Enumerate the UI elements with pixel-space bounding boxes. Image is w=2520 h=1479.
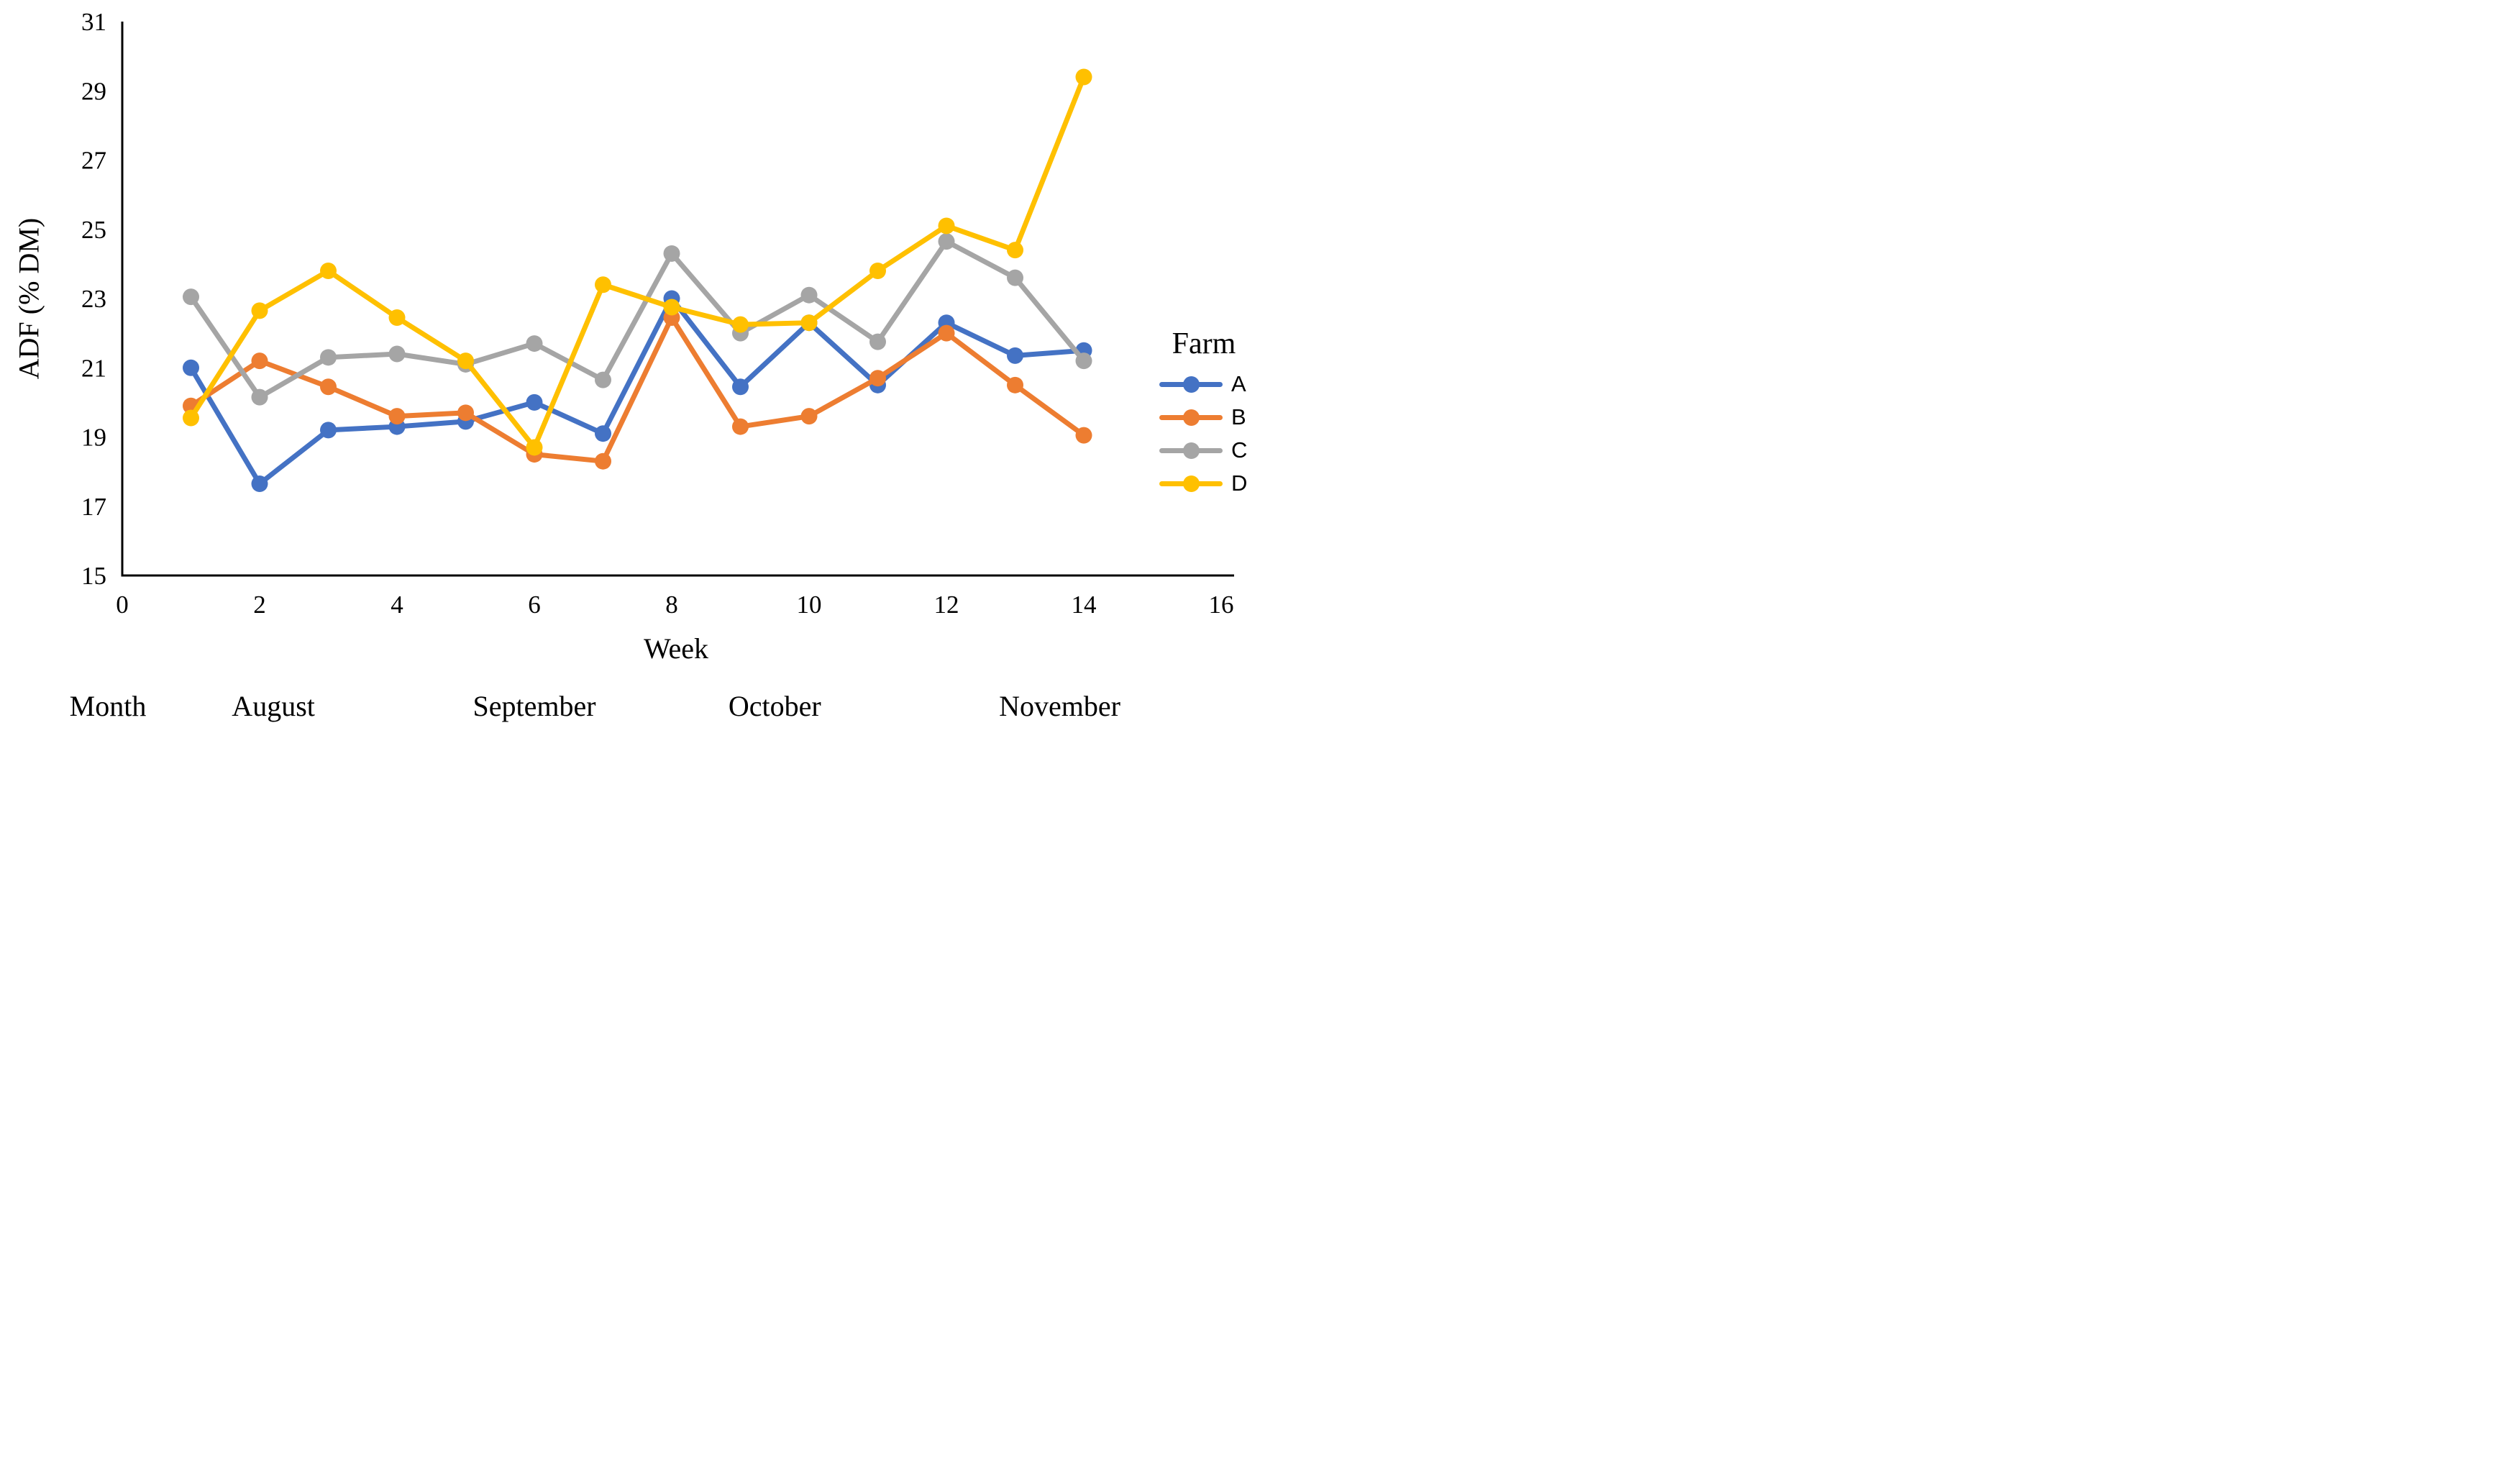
x-tick-label: 14	[1072, 591, 1097, 619]
data-point-B-week-13	[1007, 376, 1023, 393]
data-point-A-week-9	[732, 378, 749, 396]
data-point-D-week-2	[251, 302, 268, 319]
data-point-A-week-1	[183, 359, 199, 376]
data-point-A-week-6	[526, 393, 543, 411]
data-point-D-week-3	[320, 263, 337, 279]
data-point-D-week-9	[732, 316, 749, 333]
x-tick-label: 12	[934, 591, 959, 619]
y-tick-label: 27	[81, 147, 106, 175]
x-tick-label: 4	[391, 591, 403, 619]
x-tick-label: 0	[116, 591, 129, 619]
series-line-B	[188, 314, 1087, 464]
data-point-D-week-6	[526, 439, 543, 456]
series-line-A	[188, 296, 1087, 486]
data-point-C-week-14	[1075, 352, 1092, 370]
x-tick-label: 10	[797, 591, 822, 619]
y-tick-label: 31	[81, 8, 106, 36]
data-point-C-week-6	[526, 335, 543, 352]
x-tick-label: 6	[528, 591, 541, 619]
data-point-A-week-7	[595, 425, 611, 442]
data-point-D-week-1	[183, 409, 199, 427]
chart-canvas: ADF (% DM) 15 17 19 21 23 25 27 29 31 0 2 4 6 8 10 12 14…	[0, 0, 1260, 740]
data-point-C-week-2	[251, 388, 268, 406]
data-point-A-week-13	[1007, 347, 1023, 364]
data-point-A-week-2	[251, 475, 268, 492]
x-tick-label: 8	[665, 591, 678, 619]
data-point-D-week-8	[663, 299, 680, 316]
data-point-C-week-12	[938, 233, 955, 250]
data-point-B-week-9	[732, 418, 749, 435]
data-point-C-week-4	[388, 345, 406, 363]
data-point-D-week-12	[938, 217, 955, 235]
y-tick-label: 21	[81, 354, 106, 382]
data-point-D-week-13	[1007, 242, 1023, 259]
data-point-B-week-14	[1075, 427, 1092, 444]
x-tick-label: 2	[253, 591, 266, 619]
y-tick-label: 19	[81, 424, 106, 452]
data-point-D-week-5	[457, 352, 474, 370]
data-point-D-week-10	[800, 314, 818, 332]
y-tick-label: 29	[81, 77, 106, 105]
data-point-D-week-7	[595, 276, 611, 293]
data-point-C-week-8	[663, 245, 680, 262]
x-tick-label: 16	[1209, 591, 1234, 619]
data-point-C-week-3	[320, 349, 337, 366]
y-axis-title: ADF (% DM)	[12, 217, 45, 380]
data-point-B-week-3	[320, 378, 337, 396]
data-point-C-week-13	[1007, 269, 1023, 286]
series-line-C	[188, 239, 1087, 400]
line-chart: 15 17 19 21 23 25 27 29 31 0 2 4 6 8 10 12 14 16	[81, 8, 1234, 619]
y-tick-label: 17	[81, 493, 106, 521]
data-point-A-week-3	[320, 422, 337, 439]
data-point-D-week-14	[1075, 68, 1092, 86]
data-point-B-week-7	[595, 452, 611, 470]
data-point-D-week-11	[869, 263, 886, 279]
data-point-D-week-4	[388, 309, 406, 326]
data-point-C-week-1	[183, 288, 199, 306]
series-line-D	[188, 74, 1087, 450]
data-point-B-week-12	[938, 324, 955, 342]
data-point-B-week-11	[869, 370, 886, 387]
data-point-B-week-10	[800, 408, 818, 425]
data-point-B-week-5	[457, 404, 474, 422]
data-point-C-week-10	[800, 286, 818, 304]
y-tick-label: 25	[81, 216, 106, 244]
data-point-B-week-4	[388, 408, 406, 425]
y-tick-label: 23	[81, 285, 106, 313]
x-axis-title: Week	[643, 632, 709, 665]
data-point-B-week-2	[251, 352, 268, 370]
data-point-C-week-11	[869, 333, 886, 350]
y-tick-label: 15	[81, 562, 106, 590]
data-point-C-week-7	[595, 371, 611, 388]
